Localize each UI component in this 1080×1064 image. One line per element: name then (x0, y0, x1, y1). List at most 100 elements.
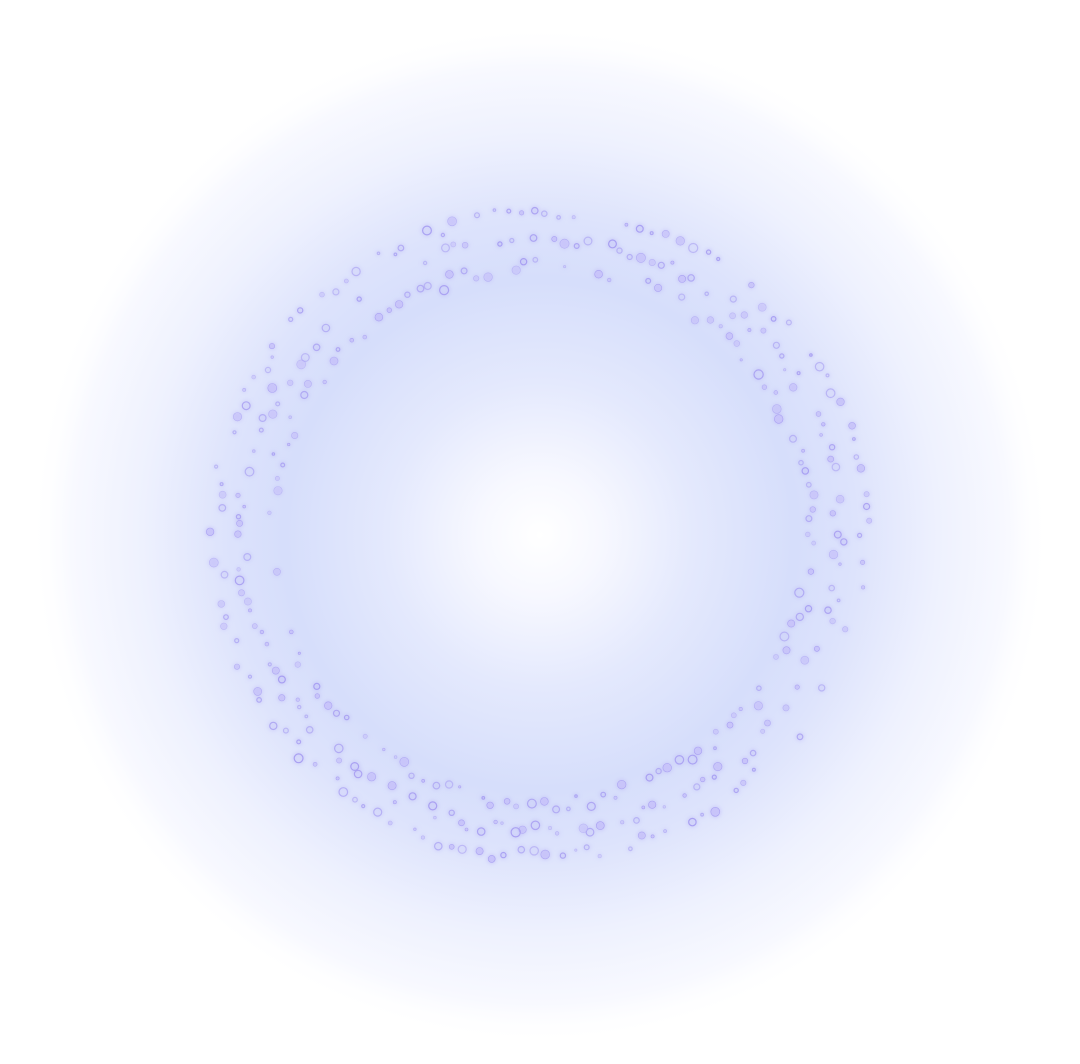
ring-dot (223, 614, 229, 620)
ring-dot (637, 831, 646, 840)
ring-dot (733, 787, 739, 794)
ring-dot (862, 502, 871, 511)
ring-dot (779, 353, 785, 359)
ring-dot (650, 834, 655, 839)
ring-dot (636, 252, 646, 263)
ring-dot (814, 645, 820, 652)
ring-dot (335, 347, 341, 352)
ring-dot (444, 780, 454, 789)
ring-dot (749, 749, 757, 757)
ring-dot (814, 361, 825, 372)
ring-dot (833, 530, 842, 539)
ring-dot (678, 293, 686, 301)
ring-dot (258, 414, 267, 423)
ring-dot (251, 374, 256, 380)
ring-dot (738, 706, 743, 711)
ring-dot (866, 517, 873, 524)
ring-dot (821, 422, 826, 427)
ring-dot (420, 835, 425, 840)
ring-dot (416, 284, 425, 293)
ring-dot (704, 291, 710, 297)
ring-dot (770, 316, 777, 322)
ring-dot (503, 798, 511, 805)
ring-dot (657, 261, 665, 269)
ring-dot (244, 466, 255, 477)
ring-dot (783, 368, 787, 372)
ring-dot (376, 251, 381, 256)
ring-dot (382, 747, 386, 752)
ring-dot (796, 733, 804, 741)
ring-dot (809, 490, 819, 500)
ring-dot (532, 256, 539, 263)
ring-dot (458, 785, 462, 789)
ring-dot (688, 817, 697, 827)
ring-dot (594, 270, 603, 279)
ring-dot (838, 562, 842, 566)
ring-dot (663, 829, 667, 833)
ring-dot (264, 366, 272, 374)
ring-dot (273, 567, 281, 576)
ring-dot (649, 231, 654, 236)
ring-dot (511, 265, 521, 275)
ring-dot (422, 260, 428, 266)
ring-dot (322, 379, 327, 385)
ring-dot (628, 846, 633, 852)
ring-dot (258, 427, 264, 433)
ring-dot (529, 845, 539, 856)
ring-dot (219, 482, 224, 487)
ring-dot (519, 258, 528, 266)
ring-dot (600, 791, 607, 798)
ring-dot (559, 238, 570, 249)
ring-dot (774, 414, 784, 424)
ring-dot (481, 796, 486, 800)
ring-dot (373, 807, 383, 817)
ring-dot (457, 844, 467, 854)
ring-dot (796, 371, 801, 376)
ring-dot (805, 481, 812, 488)
ring-dot (312, 343, 321, 352)
ring-dot (819, 433, 823, 437)
ring-dot (234, 637, 240, 644)
ring-dot (297, 307, 304, 314)
ring-dot (583, 236, 593, 246)
ring-dot (300, 390, 309, 400)
ring-dot (818, 684, 826, 692)
ring-dot (500, 821, 504, 825)
ring-dot (493, 819, 498, 825)
ring-dot (233, 412, 243, 422)
ring-dot (296, 359, 307, 370)
ring-dot (476, 827, 486, 836)
ring-dot (517, 845, 526, 854)
ring-dot (540, 797, 549, 806)
ring-dot (848, 422, 856, 430)
ring-dot (220, 622, 228, 630)
ring-dot (483, 272, 493, 282)
ring-dot (428, 801, 438, 811)
ring-dot (433, 841, 443, 851)
ring-dot (751, 767, 756, 772)
ring-dot (782, 646, 791, 655)
ring-dot (392, 800, 397, 805)
ring-dot (801, 448, 805, 453)
ring-dot (805, 515, 813, 523)
ring-dot (500, 851, 507, 859)
ring-dot (624, 222, 629, 227)
ring-dot (574, 794, 578, 798)
ring-dot (206, 527, 215, 536)
ring-dot (234, 575, 245, 586)
ring-dot (645, 277, 652, 284)
ring-dot (648, 800, 657, 809)
ring-dot (711, 774, 717, 780)
ring-dot (566, 806, 571, 812)
ring-dot (275, 401, 281, 407)
ring-dot (547, 825, 552, 830)
ring-dot (563, 265, 567, 269)
ring-dot (352, 796, 358, 803)
ring-dot (235, 514, 242, 520)
ring-dot (678, 274, 686, 283)
ring-dot (586, 801, 596, 812)
ring-dot (234, 663, 241, 670)
ring-dot (809, 506, 816, 513)
ring-dot (800, 655, 810, 665)
ring-dot (492, 208, 497, 212)
